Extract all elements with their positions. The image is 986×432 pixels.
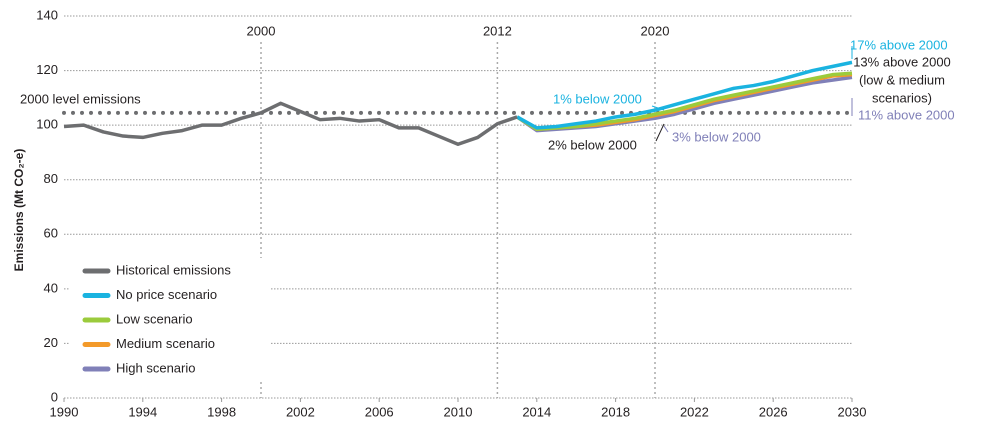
series-line	[63, 101, 518, 146]
annotation-connector	[655, 123, 665, 142]
x-tick-label: 1990	[50, 404, 79, 419]
series-line	[516, 71, 853, 131]
marker-label: 2020	[641, 23, 670, 38]
y-tick-label: 20	[44, 335, 58, 350]
annotation-connector	[651, 105, 665, 111]
legend-label: Historical emissions	[116, 262, 231, 277]
annotation: 2% below 2000	[548, 137, 637, 152]
annotation-connector	[663, 125, 669, 133]
reference-label: 2000 level emissions	[20, 91, 141, 106]
y-tick-label: 40	[44, 280, 58, 295]
x-tick-label: 2010	[444, 404, 473, 419]
x-tick-label: 1998	[207, 404, 236, 419]
legend-label: Medium scenario	[116, 336, 215, 351]
x-tick-label: 2026	[759, 404, 788, 419]
x-tick-label: 2014	[522, 404, 551, 419]
annotation: 13% above 2000	[853, 54, 951, 69]
x-tick-label: 2018	[601, 404, 630, 419]
x-tick-label: 2002	[286, 404, 315, 419]
y-axis-label: Emissions (Mt CO₂-e)	[12, 149, 26, 272]
x-tick-label: 2022	[680, 404, 709, 419]
y-tick-label: 60	[44, 226, 58, 241]
annotation: 3% below 2000	[672, 129, 761, 144]
series-line	[516, 60, 853, 130]
legend-label: No price scenario	[116, 287, 217, 302]
y-tick-label: 0	[51, 389, 58, 404]
annotation: 1% below 2000	[553, 91, 642, 106]
x-tick-label: 2006	[365, 404, 394, 419]
x-tick-label: 1994	[128, 404, 157, 419]
annotation: 17% above 2000	[850, 37, 948, 52]
y-tick-label: 80	[44, 171, 58, 186]
annotation: 11% above 2000	[858, 107, 955, 122]
marker-label: 2012	[483, 23, 512, 38]
legend-label: High scenario	[116, 360, 196, 375]
legend-label: Low scenario	[116, 311, 193, 326]
marker-label: 2000	[247, 23, 276, 38]
y-tick-label: 140	[36, 7, 58, 22]
y-tick-label: 100	[36, 117, 58, 132]
annotation: (low & medium	[859, 72, 945, 87]
annotation: scenarios)	[872, 90, 932, 105]
x-tick-label: 2030	[838, 404, 867, 419]
y-tick-label: 120	[36, 62, 58, 77]
